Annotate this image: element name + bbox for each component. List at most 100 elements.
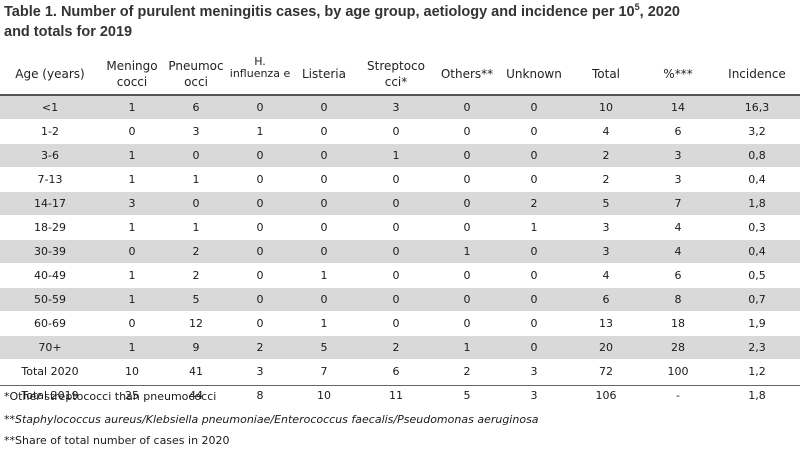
- cell-pct: 8: [642, 287, 714, 312]
- cell-hinfl: 0: [228, 143, 292, 168]
- table-row: 1-2 0 3 1 0 0 0 0 4 6 3,2: [0, 119, 800, 144]
- cell-hinfl: 0: [228, 239, 292, 264]
- cell-total: 2: [570, 143, 642, 168]
- cell-pneumo: 2: [164, 239, 228, 264]
- cell-listeria: 0: [292, 95, 356, 120]
- cell-age: Total 2019: [0, 383, 100, 408]
- cell-total: 106: [570, 383, 642, 408]
- cell-incidence: 1,2: [714, 359, 800, 384]
- cell-strepto: 0: [356, 263, 436, 288]
- bottom-rule: [0, 385, 800, 386]
- total-row: Total 2019 25 44 8 10 11 5 3 106-1,8: [0, 383, 800, 408]
- cell-pct: 100: [642, 359, 714, 384]
- table-title: Table 1. Number of purulent meningitis c…: [4, 2, 796, 42]
- cell-incidence: 1,9: [714, 311, 800, 336]
- cell-others: 0: [436, 95, 498, 120]
- cell-incidence: 16,3: [714, 95, 800, 120]
- cell-incidence: 0,3: [714, 215, 800, 240]
- table-row: 18-29 1 1 0 0 0 0 1 3 4 0,3: [0, 215, 800, 240]
- cell-unknown: 0: [498, 311, 570, 336]
- header-total: Total: [570, 54, 642, 96]
- cell-unknown: 0: [498, 167, 570, 192]
- cell-age: 18-29: [0, 215, 100, 240]
- table-row: 3-6 1 0 0 0 1 0 0 2 3 0,8: [0, 143, 800, 168]
- header-age: Age (years): [0, 54, 100, 96]
- cell-pneumo: 5: [164, 287, 228, 312]
- cell-total: 72: [570, 359, 642, 384]
- cell-meningo: 1: [100, 287, 164, 312]
- table-row: 60-69 0 12 0 1 0 0 0 13 18 1,9: [0, 311, 800, 336]
- cell-strepto: 0: [356, 215, 436, 240]
- header-listeria: Listeria: [292, 54, 356, 96]
- cell-strepto: 0: [356, 167, 436, 192]
- cell-strepto: 0: [356, 191, 436, 216]
- cell-age: Total 2020: [0, 359, 100, 384]
- cell-pct: 18: [642, 311, 714, 336]
- cell-pneumo: 3: [164, 119, 228, 144]
- cell-unknown: 0: [498, 143, 570, 168]
- cell-pct: 3: [642, 143, 714, 168]
- title-line1-suffix: , 2020: [639, 4, 680, 20]
- cell-age: 7-13: [0, 167, 100, 192]
- cell-strepto: 3: [356, 95, 436, 120]
- cell-total: 6: [570, 287, 642, 312]
- header-streptococci: Streptoco cci*: [356, 54, 436, 96]
- cell-total: 4: [570, 263, 642, 288]
- cell-hinfl: 0: [228, 287, 292, 312]
- cell-listeria: 1: [292, 263, 356, 288]
- cell-listeria: 0: [292, 287, 356, 312]
- cell-others: 0: [436, 191, 498, 216]
- cell-meningo: 1: [100, 215, 164, 240]
- cell-total: 10: [570, 95, 642, 120]
- cell-listeria: 7: [292, 359, 356, 384]
- cell-pct: 7: [642, 191, 714, 216]
- cell-pct: 14: [642, 95, 714, 120]
- header-unknown: Unknown: [498, 54, 570, 96]
- cell-pneumo: 9: [164, 335, 228, 360]
- cell-total: 4: [570, 119, 642, 144]
- cell-age: 50-59: [0, 287, 100, 312]
- cell-incidence: 3,2: [714, 119, 800, 144]
- cell-unknown: 0: [498, 335, 570, 360]
- header-row: Age (years) Meningo cocci Pneumoc occi H…: [0, 54, 800, 96]
- cell-hinfl: 0: [228, 263, 292, 288]
- cell-hinfl: 0: [228, 167, 292, 192]
- cell-age: 3-6: [0, 143, 100, 168]
- cell-pct: 4: [642, 239, 714, 264]
- cell-incidence: 2,3: [714, 335, 800, 360]
- cell-pct: 28: [642, 335, 714, 360]
- cell-total: 20: [570, 335, 642, 360]
- cell-pct: 4: [642, 215, 714, 240]
- cell-age: <1: [0, 95, 100, 120]
- cell-meningo: 3: [100, 191, 164, 216]
- cell-unknown: 3: [498, 383, 570, 408]
- cell-pct: 6: [642, 263, 714, 288]
- cell-listeria: 0: [292, 119, 356, 144]
- cell-others: 0: [436, 215, 498, 240]
- cell-hinfl: 0: [228, 191, 292, 216]
- cell-strepto: 2: [356, 335, 436, 360]
- cell-pct: -: [642, 383, 714, 408]
- cell-meningo: 1: [100, 335, 164, 360]
- cell-listeria: 0: [292, 239, 356, 264]
- cell-others: 2: [436, 359, 498, 384]
- cell-listeria: 5: [292, 335, 356, 360]
- cell-meningo: 1: [100, 167, 164, 192]
- cell-unknown: 0: [498, 239, 570, 264]
- cell-pneumo: 0: [164, 143, 228, 168]
- cell-unknown: 3: [498, 359, 570, 384]
- cell-meningo: 1: [100, 95, 164, 120]
- cell-age: 1-2: [0, 119, 100, 144]
- table-row: 50-59 1 5 0 0 0 0 0 6 8 0,7: [0, 287, 800, 312]
- cell-incidence: 0,4: [714, 167, 800, 192]
- cell-unknown: 0: [498, 119, 570, 144]
- cell-total: 2: [570, 167, 642, 192]
- cell-listeria: 0: [292, 215, 356, 240]
- title-line1-prefix: Table 1. Number of purulent meningitis c…: [4, 4, 635, 20]
- cell-unknown: 1: [498, 215, 570, 240]
- table-row: 7-13 1 1 0 0 0 0 0 2 3 0,4: [0, 167, 800, 192]
- cell-listeria: 10: [292, 383, 356, 408]
- cell-age: 40-49: [0, 263, 100, 288]
- cell-pneumo: 41: [164, 359, 228, 384]
- title-superscript: 5: [634, 2, 640, 12]
